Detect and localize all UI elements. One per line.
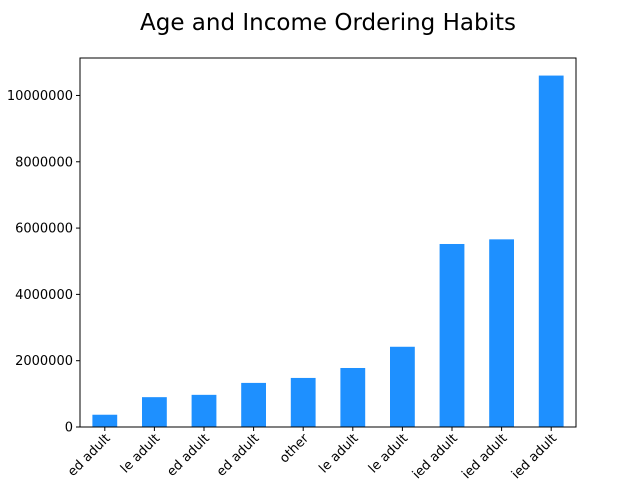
- y-tick-label: 6000000: [15, 222, 73, 237]
- bar: [92, 414, 118, 427]
- bar: [538, 75, 564, 428]
- y-tick-label: 2000000: [15, 354, 73, 369]
- x-tick-label: ied adult: [410, 431, 461, 480]
- y-tick-label: 0: [65, 421, 73, 436]
- x-tick-label: ed adult: [65, 431, 113, 479]
- bar: [439, 243, 465, 427]
- bar: [191, 394, 217, 427]
- x-axis: ed adult le adult ed adult ed adult other le …: [65, 427, 560, 480]
- y-tick-label: 10000000: [7, 89, 73, 104]
- bar: [241, 382, 266, 427]
- y-tick-label: 4000000: [15, 288, 73, 303]
- chart-title: Age and Income Ordering Habits: [140, 10, 516, 36]
- y-tick-label: 8000000: [15, 155, 73, 170]
- bar: [489, 239, 514, 427]
- x-tick-label: ied adult: [459, 431, 510, 480]
- bar: [290, 377, 316, 427]
- bar: [390, 346, 415, 427]
- bar: [340, 367, 366, 427]
- bars: [92, 75, 564, 428]
- x-tick-label: le adult: [118, 431, 163, 476]
- x-tick-label: other: [277, 431, 313, 467]
- plot-frame: [79, 57, 577, 428]
- y-axis: 0 2000000 4000000 6000000 8000000 10000000: [7, 89, 80, 436]
- x-tick-label: ed adult: [214, 431, 262, 479]
- x-tick-label: le adult: [316, 431, 361, 476]
- bar: [142, 397, 167, 427]
- x-tick-label: le adult: [366, 431, 411, 476]
- x-tick-label: ied adult: [509, 431, 560, 480]
- x-tick-label: ed adult: [164, 431, 212, 479]
